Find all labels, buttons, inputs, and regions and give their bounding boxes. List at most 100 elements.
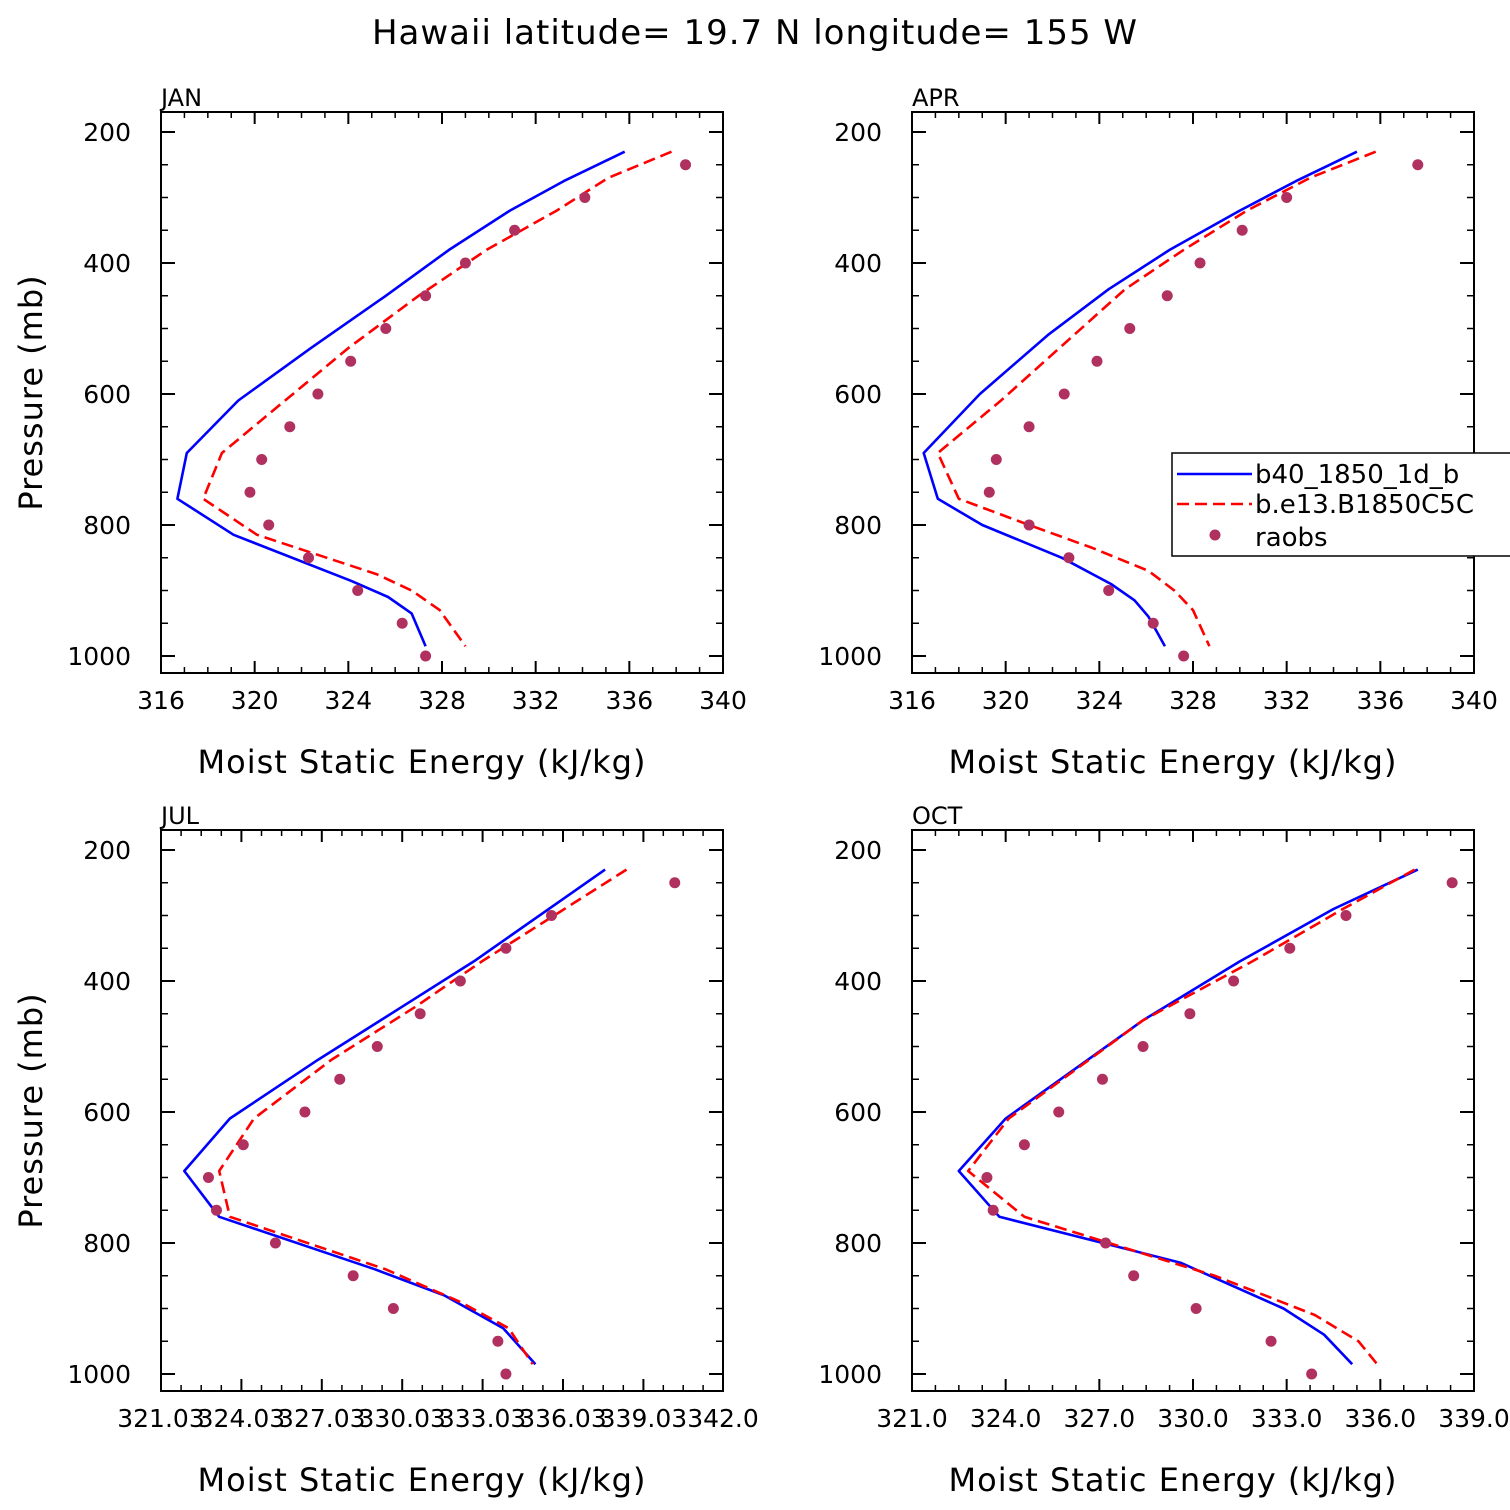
plot-frame xyxy=(160,111,724,674)
raobs-point xyxy=(1091,355,1103,367)
raobs-point xyxy=(387,1303,399,1314)
x-tick-label: 333.03 xyxy=(439,1404,526,1433)
y-tick-label: 600 xyxy=(83,380,131,409)
raobs-point xyxy=(263,519,275,531)
legend-label: b.e13.B1850C5C xyxy=(1255,490,1474,520)
series-line-b-e13 xyxy=(217,868,628,1365)
x-tick-label: 324.0 xyxy=(970,1404,1042,1433)
raobs-point xyxy=(1184,1008,1196,1020)
x-axis-label: Moist Static Energy (kJ/kg) xyxy=(949,1461,1398,1499)
series-line-b40 xyxy=(176,150,626,647)
raobs-point xyxy=(210,1204,222,1216)
x-tick-label: 328 xyxy=(1169,686,1217,715)
raobs-point xyxy=(380,323,392,334)
x-tick-label: 336.0 xyxy=(1345,1404,1417,1433)
raobs-point xyxy=(1265,1335,1277,1347)
raobs-point xyxy=(1128,1270,1140,1282)
raobs-point xyxy=(579,192,591,203)
y-tick-label: 800 xyxy=(834,1229,882,1258)
raobs-point xyxy=(500,1368,512,1380)
panel-jan: JAN 316 320 324 328 332 336 340 200 400 600 800 1000… xyxy=(12,84,747,781)
x-axis-label: Moist Static Energy (kJ/kg) xyxy=(198,1461,647,1499)
x-axis-label: Moist Static Energy (kJ/kg) xyxy=(198,743,647,781)
x-tick-label: 333.0 xyxy=(1251,1404,1323,1433)
x-tick-label: 340 xyxy=(1450,686,1498,715)
x-tick-label: 340 xyxy=(699,686,747,715)
y-tick-label: 600 xyxy=(834,380,882,409)
raobs-point xyxy=(420,650,432,662)
raobs-point xyxy=(1124,323,1136,334)
x-tick-label: 332 xyxy=(512,686,560,715)
x-tick-label: 320 xyxy=(982,686,1030,715)
raobs-point xyxy=(352,585,364,596)
raobs-point xyxy=(347,1270,359,1282)
x-tick-label: 336 xyxy=(1356,686,1404,715)
panel-title: APR xyxy=(912,84,960,112)
panel-title: JAN xyxy=(159,84,202,112)
y-tick-label: 200 xyxy=(834,118,882,147)
x-tick-label: 324 xyxy=(1075,686,1123,715)
raobs-point xyxy=(420,290,432,302)
raobs-point xyxy=(1412,159,1424,171)
raobs-point xyxy=(981,1172,993,1183)
raobs-point xyxy=(680,159,692,171)
x-tick-label: 342.0 xyxy=(687,1404,759,1433)
raobs-point xyxy=(1340,910,1352,921)
y-tick-label: 400 xyxy=(834,967,882,996)
raobs-point xyxy=(1178,650,1190,662)
raobs-point xyxy=(1446,877,1458,889)
raobs-point xyxy=(1053,1106,1065,1118)
legend-box xyxy=(1171,452,1510,557)
x-tick-label: 339.03 xyxy=(600,1404,687,1433)
y-tick-label: 600 xyxy=(834,1098,882,1127)
x-tick-label: 324.03 xyxy=(198,1404,285,1433)
raobs-point xyxy=(545,910,557,921)
series-group xyxy=(957,868,1458,1380)
raobs-point xyxy=(244,486,256,498)
y-axis-label: Pressure (mb) xyxy=(12,274,50,510)
series-group xyxy=(922,150,1424,662)
x-tick-label: 320 xyxy=(231,686,279,715)
raobs-point xyxy=(371,1041,383,1052)
y-tick-label: 400 xyxy=(83,249,131,278)
raobs-point xyxy=(303,552,315,564)
series-group xyxy=(176,150,692,662)
x-tick-label: 321.03 xyxy=(117,1404,204,1433)
raobs-point xyxy=(396,617,408,629)
y-tick-label: 1000 xyxy=(818,1360,882,1389)
raobs-point xyxy=(1228,975,1240,987)
y-tick-label: 400 xyxy=(834,249,882,278)
raobs-point xyxy=(459,257,471,269)
x-tick-label: 330.0 xyxy=(1157,1404,1229,1433)
raobs-point xyxy=(202,1172,214,1183)
raobs-point xyxy=(345,355,357,367)
x-tick-label: 332 xyxy=(1263,686,1311,715)
series-line-b-e13 xyxy=(936,150,1377,647)
plot-frame xyxy=(911,111,1475,674)
series-group xyxy=(183,868,681,1380)
raobs-point xyxy=(299,1106,311,1118)
plot-frame xyxy=(160,829,724,1392)
raobs-point xyxy=(1018,1139,1030,1151)
y-tick-label: 1000 xyxy=(818,642,882,671)
y-tick-label: 1000 xyxy=(67,642,131,671)
figure-title: Hawaii latitude= 19.7 N longitude= 155 W xyxy=(372,13,1138,53)
y-tick-label: 800 xyxy=(83,511,131,540)
raobs-point xyxy=(1236,224,1248,236)
legend-label: raobs xyxy=(1255,523,1328,553)
legend-marker-raobs xyxy=(1209,529,1221,541)
raobs-point xyxy=(1161,290,1173,302)
raobs-point xyxy=(284,421,296,433)
x-tick-label: 336 xyxy=(605,686,653,715)
y-tick-label: 200 xyxy=(83,836,131,865)
raobs-point xyxy=(1306,1368,1318,1380)
y-tick-label: 200 xyxy=(83,118,131,147)
raobs-point xyxy=(256,454,268,465)
x-tick-label: 327.03 xyxy=(278,1404,365,1433)
series-line-b-e13 xyxy=(966,868,1416,1366)
raobs-point xyxy=(987,1204,999,1216)
raobs-point xyxy=(1096,1073,1108,1085)
raobs-point xyxy=(1194,257,1206,269)
